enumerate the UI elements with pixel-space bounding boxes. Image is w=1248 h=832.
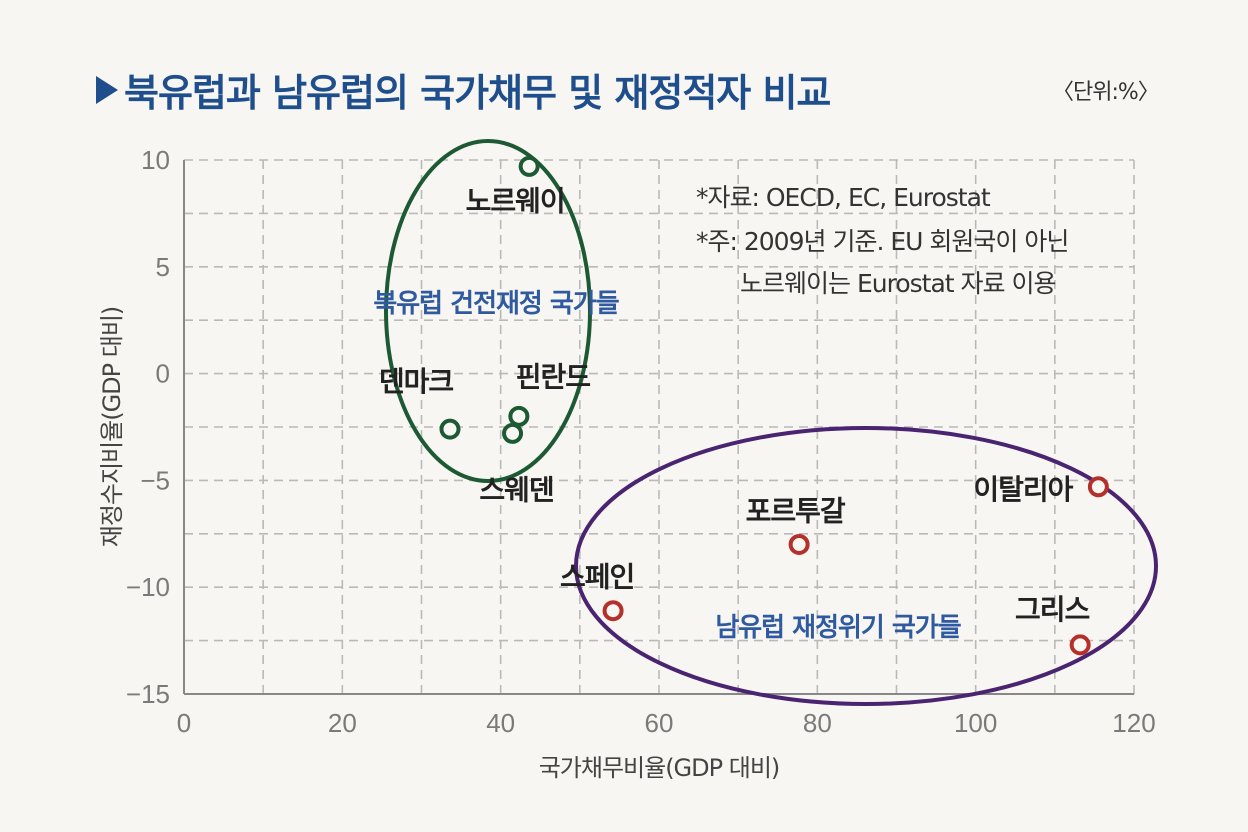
source-note: 노르웨이는 Eurostat 자료 이용 [740, 269, 1055, 298]
y-tick-label: −15 [126, 679, 170, 709]
x-tick-label: 100 [954, 708, 997, 738]
data-point-label: 노르웨이 [466, 184, 565, 217]
x-axis-title: 국가채무비율(GDP 대비) [539, 754, 780, 782]
south-group-label: 남유럽 재정위기 국가들 [715, 613, 961, 643]
data-point-label: 그리스 [1015, 593, 1090, 626]
x-tick-label: 0 [177, 708, 191, 738]
y-tick-label: −5 [140, 465, 170, 495]
source-note: *자료: OECD, EC, Eurostat [696, 183, 991, 212]
data-point [602, 600, 624, 622]
data-point-label: 핀란드 [516, 360, 591, 393]
y-tick-label: 5 [156, 252, 170, 282]
data-point [439, 418, 461, 440]
data-point-label: 이탈리아 [973, 473, 1073, 506]
data-point-label: 덴마크 [379, 365, 454, 398]
x-tick-label: 20 [328, 708, 357, 738]
y-tick-label: 10 [141, 145, 170, 175]
unit-label: 〈단위:%〉 [1052, 80, 1160, 105]
y-tick-label: 0 [156, 359, 170, 389]
data-point [1087, 476, 1109, 498]
source-note: *주: 2009년 기준. EU 회원국이 아닌 [696, 227, 1068, 256]
data-point-label: 스페인 [560, 561, 634, 594]
x-tick-label: 40 [486, 708, 515, 738]
data-point [1069, 634, 1091, 656]
south-group-ellipse [574, 426, 1158, 706]
x-tick-label: 80 [803, 708, 832, 738]
title-triangle-icon [96, 75, 118, 104]
data-point [518, 155, 540, 177]
data-point [502, 422, 524, 444]
data-point [508, 405, 530, 427]
chart-title: 북유럽과 남유럽의 국가채무 및 재정적자 비교 [124, 71, 831, 115]
north-group-ellipse [384, 139, 592, 483]
x-tick-label: 120 [1112, 708, 1155, 738]
data-point-label: 스웨덴 [479, 473, 554, 506]
y-tick-label: −10 [126, 572, 170, 602]
y-axis-title: 재정수지비율(GDP 대비) [98, 307, 126, 548]
x-tick-label: 60 [645, 708, 674, 738]
chart-title-row: 북유럽과 남유럽의 국가채무 및 재정적자 비교 [96, 62, 831, 117]
data-point [788, 533, 810, 555]
north-group-label: 북유럽 건전재정 국가들 [373, 289, 619, 319]
data-point-label: 포르투갈 [746, 494, 846, 527]
